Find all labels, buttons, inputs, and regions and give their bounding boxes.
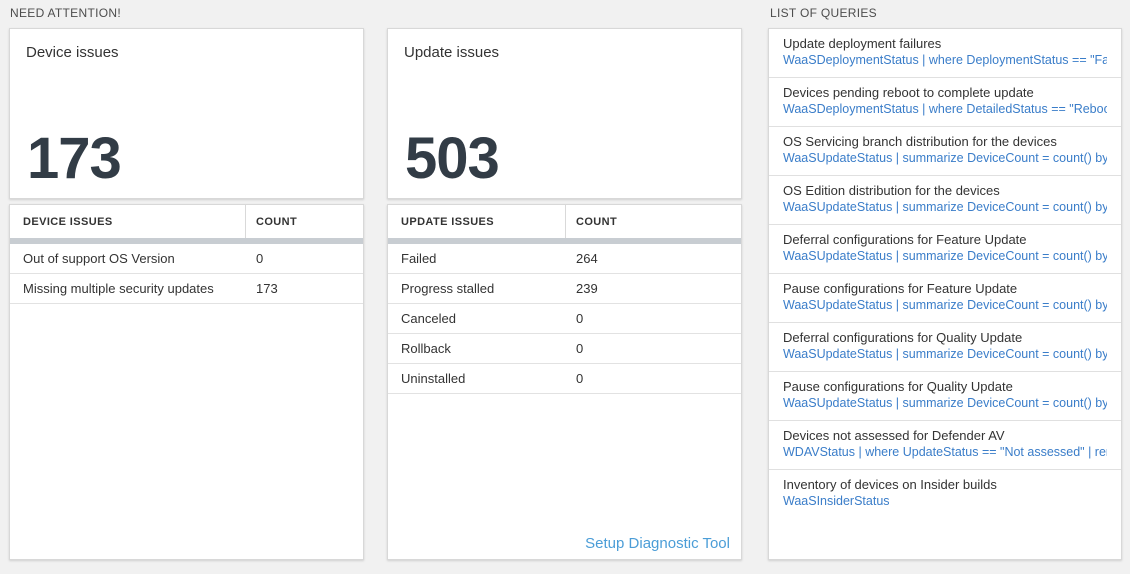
issue-label: Failed bbox=[401, 251, 437, 266]
query-text: WDAVStatus | where UpdateStatus == "Not … bbox=[783, 445, 1107, 459]
table-row[interactable]: Progress stalled 239 bbox=[388, 274, 741, 304]
issue-count: 239 bbox=[576, 281, 598, 296]
query-title: OS Edition distribution for the devices bbox=[783, 183, 1000, 198]
count-column-header: COUNT bbox=[256, 215, 298, 228]
table-row[interactable]: Canceled 0 bbox=[388, 304, 741, 334]
update-issues-count: 503 bbox=[405, 126, 500, 191]
query-text: WaaSUpdateStatus | summarize DeviceCount… bbox=[783, 151, 1107, 165]
need-attention-header: NEED ATTENTION! bbox=[10, 6, 121, 20]
query-text: WaaSUpdateStatus | summarize DeviceCount… bbox=[783, 396, 1107, 410]
query-title: Update deployment failures bbox=[783, 36, 942, 51]
table-row[interactable]: Out of support OS Version 0 bbox=[10, 244, 363, 274]
query-title: OS Servicing branch distribution for the… bbox=[783, 134, 1057, 149]
issue-label: Out of support OS Version bbox=[23, 251, 175, 266]
query-title: Pause configurations for Feature Update bbox=[783, 281, 1018, 296]
query-text: WaaSUpdateStatus | summarize DeviceCount… bbox=[783, 249, 1107, 263]
query-text: WaaSUpdateStatus | summarize DeviceCount… bbox=[783, 200, 1107, 214]
issue-count: 0 bbox=[576, 371, 584, 386]
issue-label: Progress stalled bbox=[401, 281, 495, 296]
issue-count: 173 bbox=[256, 281, 278, 296]
table-row[interactable]: Missing multiple security updates 173 bbox=[10, 274, 363, 304]
update-issues-column-header: UPDATE ISSUES bbox=[388, 205, 566, 238]
issue-label: Canceled bbox=[401, 311, 456, 326]
issue-count: 0 bbox=[256, 251, 264, 266]
issue-label: Missing multiple security updates bbox=[23, 281, 214, 296]
query-item[interactable]: Update deployment failures WaaSDeploymen… bbox=[769, 29, 1121, 78]
device-issues-table-header: DEVICE ISSUES COUNT bbox=[10, 205, 363, 238]
update-issues-table-header: UPDATE ISSUES COUNT bbox=[388, 205, 741, 238]
table-row[interactable]: Rollback 0 bbox=[388, 334, 741, 364]
query-item[interactable]: OS Servicing branch distribution for the… bbox=[769, 127, 1121, 176]
setup-diagnostic-tool-link[interactable]: Setup Diagnostic Tool bbox=[585, 535, 730, 552]
device-issues-count: 173 bbox=[27, 126, 122, 191]
query-text: WaaSInsiderStatus bbox=[783, 494, 890, 508]
query-item[interactable]: Devices pending reboot to complete updat… bbox=[769, 78, 1121, 127]
query-text: WaaSDeploymentStatus | where DetailedSta… bbox=[783, 102, 1107, 116]
table-header-divider-bar bbox=[388, 238, 741, 244]
issue-count: 264 bbox=[576, 251, 598, 266]
table-row[interactable]: Failed 264 bbox=[388, 244, 741, 274]
query-item[interactable]: Deferral configurations for Quality Upda… bbox=[769, 323, 1121, 372]
query-item[interactable]: Inventory of devices on Insider builds W… bbox=[769, 470, 1121, 518]
list-of-queries-header: LIST OF QUERIES bbox=[770, 6, 877, 20]
list-of-queries-panel: Update deployment failures WaaSDeploymen… bbox=[768, 28, 1122, 560]
issue-count: 0 bbox=[576, 341, 584, 356]
query-item[interactable]: OS Edition distribution for the devices … bbox=[769, 176, 1121, 225]
query-text: WaaSDeploymentStatus | where DeploymentS… bbox=[783, 53, 1107, 67]
query-title: Deferral configurations for Quality Upda… bbox=[783, 330, 1023, 345]
query-item[interactable]: Pause configurations for Quality Update … bbox=[769, 372, 1121, 421]
query-text: WaaSUpdateStatus | summarize DeviceCount… bbox=[783, 298, 1107, 312]
query-title: Devices not assessed for Defender AV bbox=[783, 428, 1005, 443]
device-issues-tile-title: Device issues bbox=[26, 44, 119, 61]
count-column-header: COUNT bbox=[576, 215, 618, 228]
device-issues-tile[interactable]: Device issues 173 bbox=[9, 28, 364, 199]
issue-label: Uninstalled bbox=[401, 371, 466, 386]
query-item[interactable]: Devices not assessed for Defender AV WDA… bbox=[769, 421, 1121, 470]
issue-label: Rollback bbox=[401, 341, 451, 356]
update-issues-table: UPDATE ISSUES COUNT Failed 264 Progress … bbox=[387, 204, 742, 560]
table-header-divider-bar bbox=[10, 238, 363, 244]
query-title: Deferral configurations for Feature Upda… bbox=[783, 232, 1027, 247]
issue-count: 0 bbox=[576, 311, 584, 326]
update-issues-tile-title: Update issues bbox=[404, 44, 500, 61]
table-row[interactable]: Uninstalled 0 bbox=[388, 364, 741, 394]
query-title: Devices pending reboot to complete updat… bbox=[783, 85, 1034, 100]
query-text: WaaSUpdateStatus | summarize DeviceCount… bbox=[783, 347, 1107, 361]
query-title: Pause configurations for Quality Update bbox=[783, 379, 1013, 394]
query-item[interactable]: Deferral configurations for Feature Upda… bbox=[769, 225, 1121, 274]
query-item[interactable]: Pause configurations for Feature Update … bbox=[769, 274, 1121, 323]
device-issues-column-header: DEVICE ISSUES bbox=[10, 205, 246, 238]
update-issues-tile[interactable]: Update issues 503 bbox=[387, 28, 742, 199]
query-title: Inventory of devices on Insider builds bbox=[783, 477, 997, 492]
device-issues-table: DEVICE ISSUES COUNT Out of support OS Ve… bbox=[9, 204, 364, 560]
